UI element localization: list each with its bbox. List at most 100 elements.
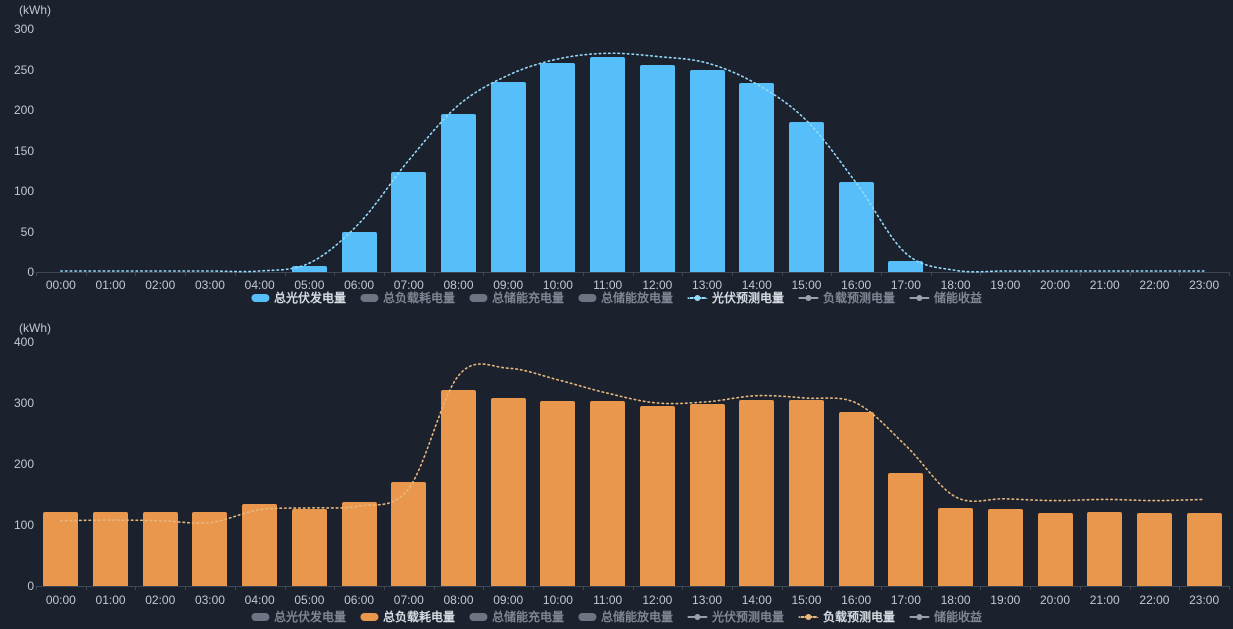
pv-legend-item-总负载耗电量[interactable]: 总负载耗电量 bbox=[359, 290, 455, 306]
load-bar-04:00[interactable] bbox=[242, 503, 278, 586]
load-x-axis-tick bbox=[1129, 586, 1131, 590]
load-legend-item-总光伏发电量[interactable]: 总光伏发电量 bbox=[250, 609, 346, 625]
load-bar-23:00[interactable] bbox=[1186, 512, 1222, 586]
load-x-axis-tick bbox=[135, 586, 137, 590]
pv-x-tick-label: 15:00 bbox=[791, 278, 822, 292]
load-bar-01:00[interactable] bbox=[93, 512, 129, 586]
load-legend-item-光伏预测电量[interactable]: 光伏预测电量 bbox=[687, 609, 784, 625]
pv-x-tick-label: 12:00 bbox=[642, 278, 673, 292]
legend-line-marker-icon bbox=[798, 613, 819, 621]
load-y-tick-label: 300 bbox=[13, 396, 34, 410]
load-bar-12:00[interactable] bbox=[639, 406, 675, 586]
load-bar-22:00[interactable] bbox=[1136, 512, 1172, 586]
pv-x-tick-label: 13:00 bbox=[692, 278, 723, 292]
pv-legend-item-光伏预测电量[interactable]: 光伏预测电量 bbox=[687, 290, 784, 306]
load-legend-item-总负载耗电量[interactable]: 总负载耗电量 bbox=[359, 609, 455, 625]
load-bar-19:00[interactable] bbox=[987, 509, 1023, 586]
load-x-tick-label: 08:00 bbox=[443, 593, 474, 607]
load-y-tick-label: 200 bbox=[13, 457, 34, 471]
load-legend-item-储能收益[interactable]: 储能收益 bbox=[909, 609, 982, 625]
pv-x-tick-label: 05:00 bbox=[294, 278, 325, 292]
pv-bar-06:00[interactable] bbox=[341, 232, 377, 272]
pv-y-tick-label: 250 bbox=[13, 62, 34, 77]
load-bar-14:00[interactable] bbox=[739, 399, 775, 586]
pv-bar-12:00[interactable] bbox=[639, 64, 675, 272]
pv-bar-13:00[interactable] bbox=[689, 70, 725, 272]
legend-line-marker-icon bbox=[687, 613, 708, 621]
load-bar-21:00[interactable] bbox=[1087, 511, 1123, 586]
legend-bar-swatch-icon bbox=[468, 613, 487, 621]
load-bar-13:00[interactable] bbox=[689, 403, 725, 586]
load-x-axis-tick bbox=[483, 586, 485, 590]
load-legend-item-总储能放电量[interactable]: 总储能放电量 bbox=[577, 609, 673, 625]
legend-bar-swatch-icon bbox=[468, 294, 487, 302]
legend-item-label: 光伏预测电量 bbox=[712, 610, 785, 624]
load-x-axis-tick bbox=[881, 586, 883, 590]
legend-item-label: 总储能充电量 bbox=[491, 610, 564, 624]
pv-y-tick-label: 100 bbox=[13, 184, 34, 198]
load-bar-07:00[interactable] bbox=[391, 482, 427, 586]
pv-x-tick-label: 16:00 bbox=[841, 278, 872, 292]
load-bar-06:00[interactable] bbox=[341, 501, 377, 586]
pv-x-axis-tick bbox=[1229, 272, 1230, 276]
load-y-tick-label: 0 bbox=[27, 579, 34, 593]
load-x-axis-tick bbox=[682, 586, 684, 590]
load-bar-05:00[interactable] bbox=[291, 509, 327, 586]
load-y-tick-label: 100 bbox=[13, 518, 34, 532]
pv-legend-item-总光伏发电量[interactable]: 总光伏发电量 bbox=[250, 290, 346, 306]
pv-x-tick-label: 06:00 bbox=[344, 278, 375, 292]
pv-bar-16:00[interactable] bbox=[838, 182, 874, 272]
load-bar-03:00[interactable] bbox=[192, 511, 228, 586]
pv-x-axis-tick bbox=[483, 272, 485, 276]
legend-line-marker-icon bbox=[909, 294, 930, 302]
pv-legend-item-储能收益[interactable]: 储能收益 bbox=[909, 290, 982, 306]
pv-bar-09:00[interactable] bbox=[490, 81, 526, 272]
load-bar-18:00[interactable] bbox=[938, 507, 974, 586]
legend-bar-swatch-icon bbox=[577, 613, 596, 621]
load-bar-09:00[interactable] bbox=[490, 398, 526, 586]
load-x-axis-tick bbox=[930, 586, 932, 590]
load-bar-16:00[interactable] bbox=[838, 412, 874, 586]
load-bar-17:00[interactable] bbox=[888, 472, 924, 586]
load-x-tick-label: 13:00 bbox=[692, 593, 723, 607]
load-x-axis-tick bbox=[383, 586, 385, 590]
pv-bar-17:00[interactable] bbox=[888, 260, 924, 272]
pv-x-axis-tick bbox=[334, 272, 336, 276]
pv-bar-07:00[interactable] bbox=[391, 172, 427, 272]
pv-x-tick-label: 01:00 bbox=[95, 278, 126, 292]
pv-x-axis-tick bbox=[533, 272, 535, 276]
pv-legend-item-总储能充电量[interactable]: 总储能充电量 bbox=[468, 290, 564, 306]
load-legend-item-负载预测电量[interactable]: 负载预测电量 bbox=[798, 609, 895, 625]
legend-item-label: 光伏预测电量 bbox=[712, 291, 785, 305]
load-x-tick-label: 02:00 bbox=[145, 593, 176, 607]
load-bar-20:00[interactable] bbox=[1037, 513, 1073, 586]
load-bar-10:00[interactable] bbox=[540, 400, 576, 586]
load-x-tick-label: 06:00 bbox=[344, 593, 375, 607]
pv-bar-10:00[interactable] bbox=[540, 63, 576, 272]
load-bar-02:00[interactable] bbox=[142, 512, 178, 586]
load-bar-15:00[interactable] bbox=[788, 399, 824, 586]
load-x-tick-label: 22:00 bbox=[1139, 593, 1170, 607]
load-x-axis-tick bbox=[433, 586, 435, 590]
legend-item-label: 储能收益 bbox=[934, 610, 983, 624]
load-x-axis-tick bbox=[533, 586, 535, 590]
pv-bar-11:00[interactable] bbox=[590, 57, 626, 272]
pv-x-tick-label: 18:00 bbox=[940, 278, 971, 292]
pv-bar-14:00[interactable] bbox=[739, 83, 775, 272]
load-x-axis-tick bbox=[85, 586, 87, 590]
load-bar-00:00[interactable] bbox=[43, 512, 79, 586]
pv-legend-item-总储能放电量[interactable]: 总储能放电量 bbox=[577, 290, 673, 306]
pv-bar-08:00[interactable] bbox=[441, 114, 477, 272]
load-bar-11:00[interactable] bbox=[590, 400, 626, 586]
pv-bar-05:00[interactable] bbox=[291, 266, 327, 272]
load-bar-08:00[interactable] bbox=[441, 389, 477, 586]
pv-legend-item-负载预测电量[interactable]: 负载预测电量 bbox=[798, 290, 895, 306]
pv-x-tick-label: 23:00 bbox=[1189, 278, 1220, 292]
load-x-tick-label: 17:00 bbox=[890, 593, 921, 607]
pv-x-axis-tick bbox=[781, 272, 783, 276]
load-legend-item-总储能充电量[interactable]: 总储能充电量 bbox=[468, 609, 564, 625]
legend-item-label: 负载预测电量 bbox=[823, 610, 896, 624]
pv-x-axis-tick bbox=[185, 272, 187, 276]
pv-bar-15:00[interactable] bbox=[788, 122, 824, 272]
load-x-tick-label: 09:00 bbox=[493, 593, 524, 607]
